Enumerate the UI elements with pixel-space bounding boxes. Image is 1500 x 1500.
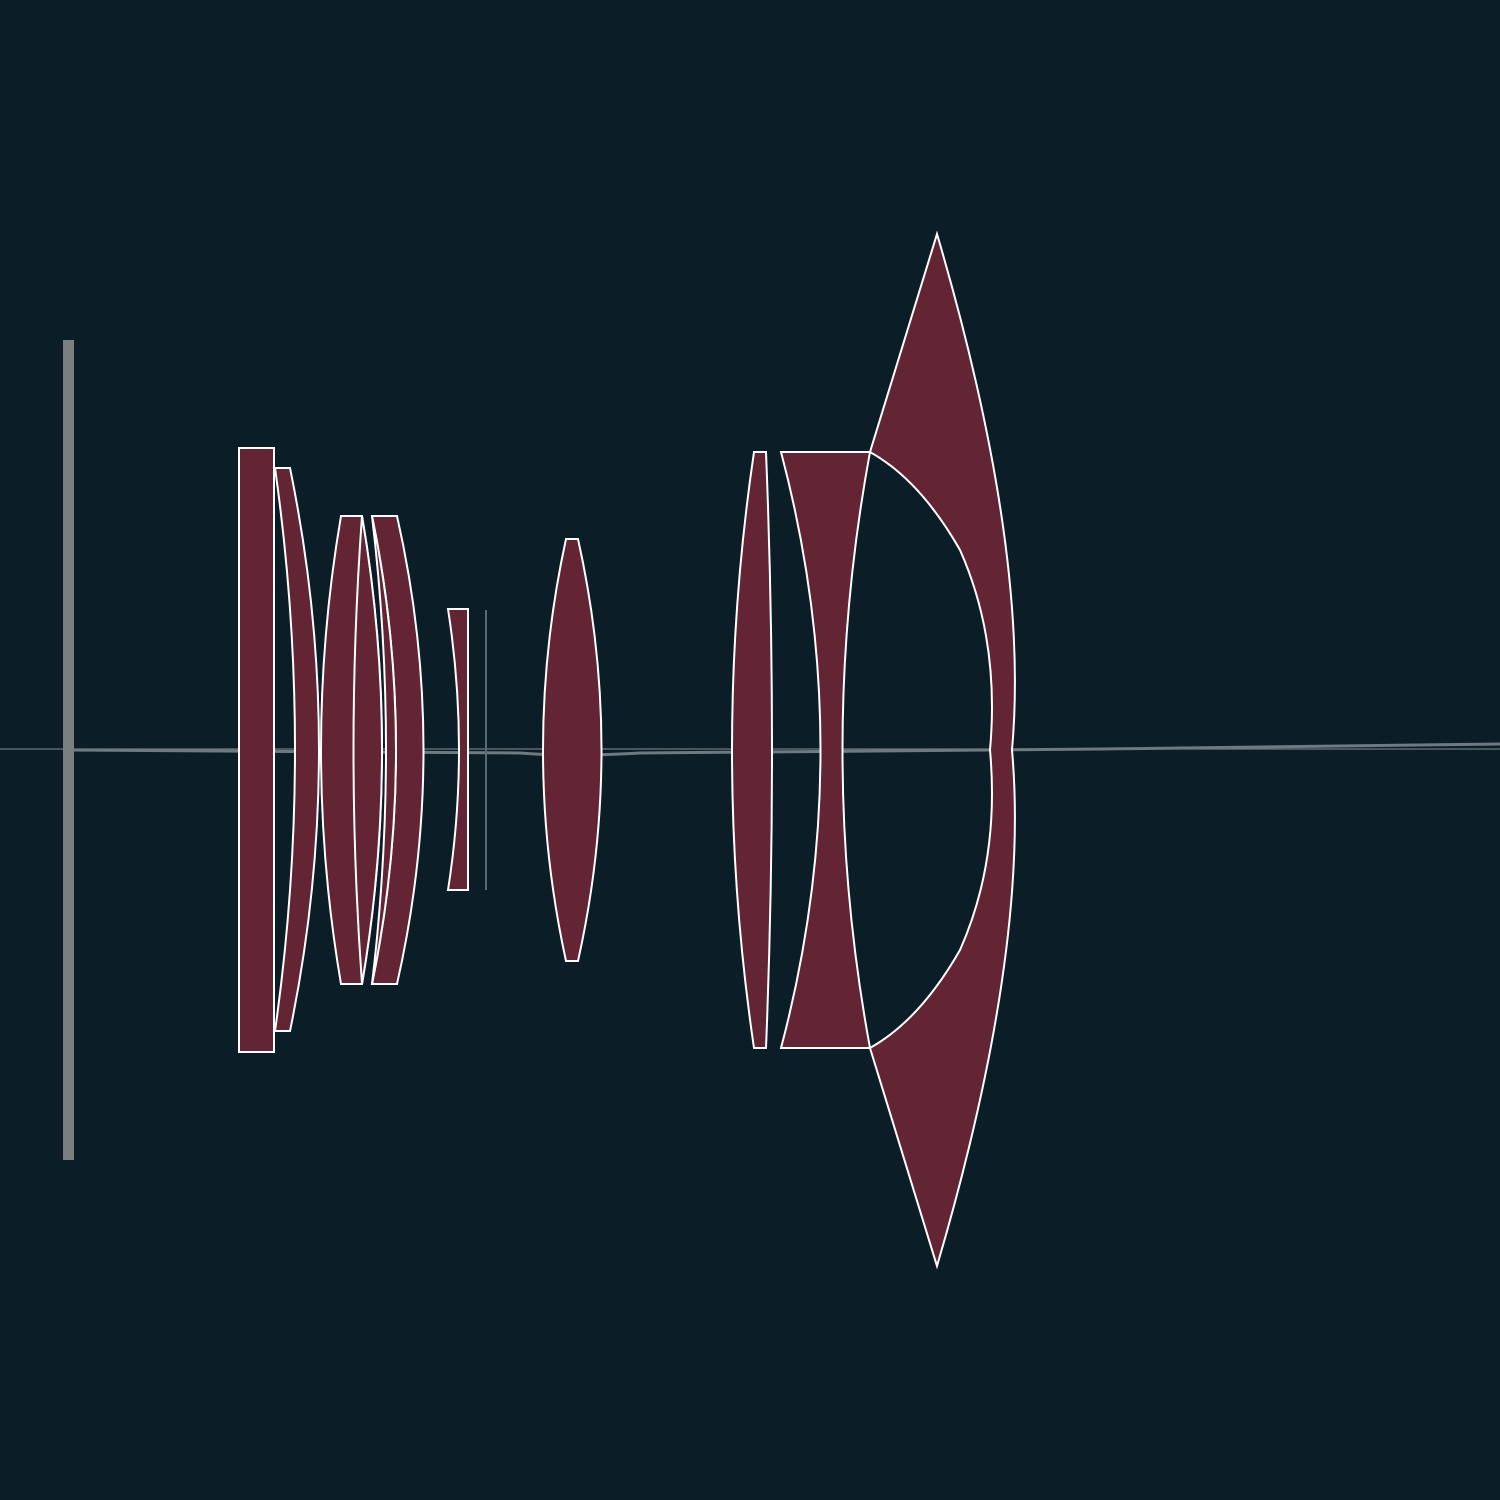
lens-group-a-meniscus-inner [371,515,397,985]
lens-group-a-inner [352,515,383,985]
lens-rear-window [238,447,275,1053]
lens-front-meniscus-b [868,230,1016,1270]
lens-mid-biconvex [542,538,603,962]
lens-small-meniscus [446,608,469,891]
image-plane [63,340,74,1160]
lens-front-biconvex-thin [731,451,773,1049]
lens-rear-meniscus [273,467,320,1032]
